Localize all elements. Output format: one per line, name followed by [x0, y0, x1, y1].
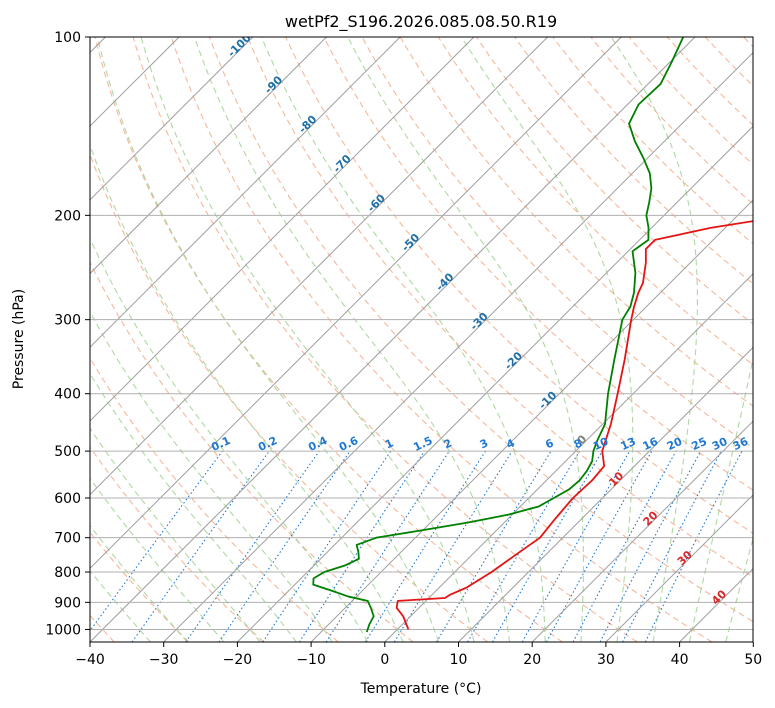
x-tick-label: 30: [597, 652, 615, 668]
mixing-ratio-line: [185, 450, 320, 642]
mixing-ratio-line: [521, 450, 631, 642]
y-axis-ticks: 100 200 300 400 500 600 700 800 900 1000: [45, 30, 90, 638]
x-tick-label: −10: [296, 652, 326, 668]
mixing-ratio-line: [325, 450, 450, 642]
y-tick-label: 700: [54, 531, 81, 547]
dry-adiabat-line: [323, 37, 753, 491]
dry-adiabat-line: [208, 37, 753, 623]
moist-adiabat-line: [90, 477, 225, 642]
plot-area: -100-90-80-70-60-50-40-30-20-10010203040…: [90, 37, 753, 642]
y-axis-label: Pressure (hPa): [11, 289, 27, 389]
moist-adiabat-line: [610, 37, 698, 642]
moist-adiabat-line: [725, 536, 753, 642]
x-tick-label: 10: [450, 652, 468, 668]
y-tick-label: 600: [54, 491, 81, 507]
skewed-isotherms: [90, 37, 753, 642]
dry-adiabat-line: [247, 37, 753, 578]
x-axis-ticks: −40 −30 −20 −10 0 10 20 30 40 50: [75, 642, 762, 668]
isotherm-line: [90, 37, 548, 496]
mixing-ratio-line: [262, 450, 392, 642]
y-tick-label: 100: [54, 30, 81, 46]
y-tick-label: 200: [54, 208, 81, 224]
moist-adiabat-line: [193, 37, 511, 642]
moist-adiabat-line: [90, 569, 151, 642]
isotherm-line: [310, 199, 753, 642]
isotherm-line: [90, 37, 327, 275]
mixing-ratio-label: 16: [641, 435, 661, 453]
y-tick-label: 400: [54, 387, 81, 403]
sounding-profiles: [312, 37, 753, 633]
mixing-ratio-label: 25: [690, 435, 709, 453]
x-tick-label: 40: [671, 652, 689, 668]
dewpoint-profile: [312, 37, 685, 633]
isotherm-line: [458, 346, 753, 642]
x-tick-label: 50: [744, 652, 762, 668]
dry-adiabat-line: [90, 356, 339, 642]
x-axis-label: Temperature (°C): [360, 681, 482, 697]
moist-adiabat-line: [261, 37, 546, 642]
isotherm-line: [237, 125, 753, 642]
x-tick-label: 20: [523, 652, 541, 668]
dry-adiabat-line: [285, 37, 753, 534]
dry-adiabat-line: [170, 37, 713, 642]
x-tick-label: −40: [75, 652, 105, 668]
dry-adiabat-line: [90, 261, 414, 642]
mixing-ratio-line: [393, 450, 513, 642]
x-tick-label: −20: [223, 652, 253, 668]
y-tick-label: 300: [54, 313, 81, 329]
y-tick-label: 900: [54, 595, 81, 611]
mixing-ratio-line: [546, 450, 653, 642]
y-tick-label: 800: [54, 565, 81, 581]
mixing-ratio-lines: [90, 450, 743, 642]
isotherm-line: [163, 51, 753, 642]
isotherm-line: [384, 273, 753, 642]
moist-adiabat-line: [90, 143, 404, 642]
moist-adiabat-line: [140, 37, 475, 642]
isotherm-line: [90, 37, 622, 570]
mixing-ratio-label: 36: [731, 435, 751, 453]
mixing-ratio-label: 30: [710, 435, 730, 453]
isotherm-line: [90, 37, 475, 422]
moist-adiabat-line: [90, 524, 188, 642]
x-tick-label: −30: [149, 652, 179, 668]
moist-adiabat-line: [90, 372, 297, 642]
mixing-ratio-line: [644, 450, 743, 642]
y-tick-label: 500: [54, 444, 81, 460]
moist-adiabat-line: [688, 356, 753, 642]
dry-adiabat-line: [90, 446, 264, 642]
dry-adiabat-line: [514, 37, 753, 285]
mixing-ratio-line: [90, 450, 223, 632]
isotherm-line: [90, 37, 254, 201]
isotherm-line: [90, 37, 696, 642]
moist-adiabat-line: [90, 310, 333, 642]
chart-title: wetPf2_S196.2026.085.08.50.R19: [285, 12, 557, 32]
mixing-ratio-label: 20: [665, 435, 685, 453]
plot-frame: [89, 36, 754, 643]
moist-adiabat-line: [90, 237, 369, 642]
pressure-gridlines: [90, 37, 753, 630]
dry-adiabat-line: [476, 37, 753, 325]
mixing-ratio-label: 13: [618, 435, 637, 453]
isotherm-line: [605, 494, 753, 642]
y-tick-label: 1000: [45, 622, 81, 638]
mixing-ratio-line: [131, 450, 270, 642]
dry-adiabat-line: [132, 37, 638, 642]
isotherm-line: [90, 37, 401, 348]
mixing-ratio-line: [218, 450, 351, 642]
isotherm-line: [531, 420, 753, 642]
mixing-ratio-line: [572, 450, 677, 642]
mixing-ratio-label: 10: [591, 435, 611, 453]
temperature-profile: [395, 220, 753, 630]
moist-adiabat-line: [90, 427, 261, 642]
x-tick-label: 0: [380, 652, 389, 668]
moist-adiabat-line: [347, 37, 584, 642]
